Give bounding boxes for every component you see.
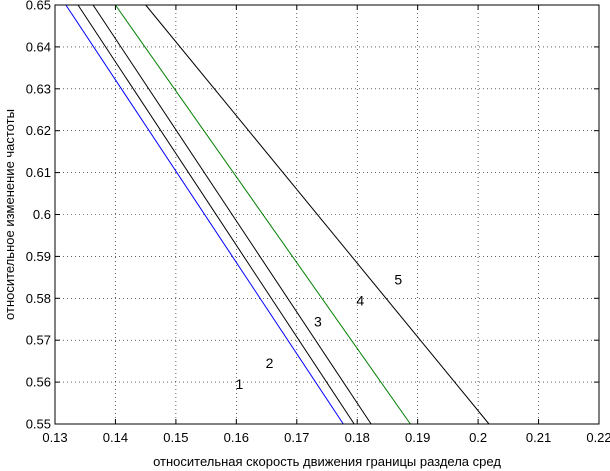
x-tick-label: 0.16 [224, 430, 249, 445]
x-tick-label: 0.22 [586, 430, 610, 445]
y-tick-label: 0.56 [26, 375, 51, 390]
series-line-3 [92, 4, 372, 425]
x-tick-label: 0.21 [526, 430, 551, 445]
y-tick-label: 0.58 [26, 291, 51, 306]
series-line-1 [65, 4, 344, 425]
series-line-4 [114, 4, 411, 425]
x-tick-label: 0.17 [284, 430, 309, 445]
x-axis-title: относительная скорость движения границы … [153, 454, 501, 469]
curve-label-3: 3 [314, 313, 322, 329]
x-tick-label: 0.2 [469, 430, 487, 445]
curve-label-1: 1 [235, 376, 243, 392]
y-tick-label: 0.55 [26, 417, 51, 432]
plot-frame [54, 4, 600, 425]
series-line-5 [145, 4, 490, 425]
y-tick-label: 0.64 [26, 39, 51, 54]
y-tick-label: 0.63 [26, 81, 51, 96]
curve-label-2: 2 [266, 355, 274, 371]
x-tick-label: 0.15 [163, 430, 188, 445]
y-tick-label: 0.57 [26, 333, 51, 348]
x-tick-label: 0.19 [405, 430, 430, 445]
x-tick-label: 0.18 [345, 430, 370, 445]
y-tick-label: 0.61 [26, 165, 51, 180]
series-lines [65, 4, 490, 425]
curve-label-5: 5 [394, 271, 402, 287]
x-tick-label: 0.14 [103, 430, 128, 445]
x-tick-label: 0.13 [42, 430, 67, 445]
curve-labels: 1 2 3 4 5 [235, 271, 402, 392]
curve-label-4: 4 [356, 292, 364, 308]
y-tick-label: 0.65 [26, 0, 51, 13]
y-tick-label: 0.6 [33, 207, 51, 222]
y-tick-label: 0.62 [26, 123, 51, 138]
y-axis-title: относительное изменение частоты [2, 109, 17, 320]
tick-labels: 0.13 0.14 0.15 0.16 0.17 0.18 0.19 0.2 0.21 0.22 0… [26, 0, 610, 445]
y-tick-label: 0.59 [26, 249, 51, 264]
series-line-2 [77, 4, 355, 425]
